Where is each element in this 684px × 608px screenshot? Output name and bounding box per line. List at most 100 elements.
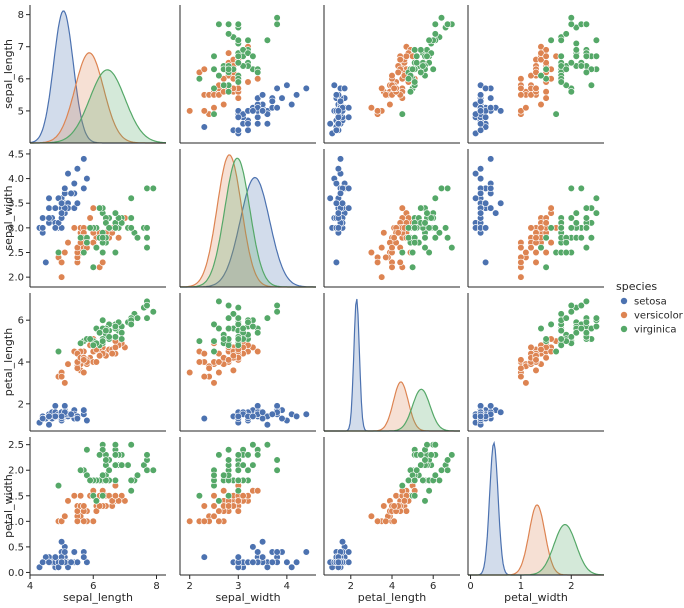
point-virginica-22 — [143, 234, 151, 242]
point-setosa-43 — [338, 199, 347, 207]
point-versicolor-14 — [532, 366, 540, 375]
point-virginica-30 — [133, 314, 142, 322]
point-virginica-46 — [562, 65, 570, 73]
point-setosa-45 — [234, 113, 242, 121]
point-virginica-48 — [417, 68, 425, 76]
point-virginica-39 — [572, 46, 580, 54]
point-setosa-24 — [51, 402, 59, 410]
point-versicolor-48 — [522, 379, 530, 387]
point-setosa-24 — [345, 113, 353, 121]
point-virginica-25 — [127, 214, 135, 222]
point-virginica-46 — [562, 248, 570, 257]
point-setosa-43 — [259, 408, 267, 416]
point-versicolor-49 — [225, 356, 233, 364]
point-virginica-47 — [413, 59, 421, 67]
point-virginica-49 — [86, 224, 94, 232]
point-virginica-17 — [273, 20, 281, 28]
point-virginica-39 — [572, 329, 580, 337]
subplot-petal_width-vs-petal_length: 2 4 6 — [323, 437, 460, 592]
point-virginica-29 — [234, 487, 242, 495]
point-versicolor-43 — [200, 107, 208, 115]
point-virginica-39 — [118, 329, 126, 337]
point-setosa-16 — [70, 179, 78, 188]
y-tick-label: 2 — [18, 399, 24, 410]
point-versicolor-41 — [234, 497, 242, 505]
point-setosa-45 — [51, 553, 59, 561]
point-virginica-17 — [444, 456, 452, 464]
point-virginica-49 — [234, 78, 242, 86]
point-virginica-9 — [263, 441, 272, 449]
point-setosa-43 — [497, 408, 505, 416]
point-virginica-10 — [567, 214, 575, 222]
point-virginica-33 — [542, 65, 550, 73]
point-versicolor-37 — [200, 65, 208, 73]
y-tick-label: 2.0 — [8, 273, 24, 284]
kde-fill-setosa — [324, 299, 460, 431]
point-versicolor-43 — [517, 258, 525, 267]
point-virginica-46 — [99, 337, 107, 345]
point-virginica-45 — [234, 52, 242, 60]
point-setosa-32 — [472, 170, 480, 178]
point-virginica-33 — [411, 492, 419, 500]
kde-fill-setosa — [180, 177, 316, 287]
point-virginica-9 — [127, 194, 135, 202]
point-virginica-34 — [92, 244, 100, 252]
point-setosa-31 — [487, 94, 495, 102]
point-setosa-36 — [477, 91, 485, 99]
point-virginica-49 — [557, 78, 565, 86]
point-versicolor-48 — [522, 248, 530, 257]
point-versicolor-36 — [542, 219, 550, 227]
point-versicolor-49 — [390, 84, 398, 92]
point-versicolor-9 — [386, 100, 394, 109]
point-setosa-15 — [302, 548, 310, 556]
point-versicolor-34 — [70, 224, 78, 232]
point-virginica-43 — [582, 318, 591, 326]
point-virginica-45 — [111, 224, 119, 232]
point-virginica-49 — [86, 476, 94, 485]
point-setosa-42 — [39, 214, 47, 222]
point-versicolor-35 — [254, 75, 262, 83]
point-virginica-46 — [409, 248, 417, 257]
point-versicolor-9 — [64, 360, 72, 368]
point-virginica-19 — [195, 492, 203, 500]
point-versicolor-49 — [225, 502, 233, 510]
point-setosa-43 — [259, 538, 267, 546]
point-virginica-14 — [83, 446, 91, 454]
point-setosa-45 — [482, 113, 490, 121]
point-setosa-15 — [302, 410, 310, 418]
point-versicolor-31 — [73, 364, 81, 372]
point-virginica-32 — [577, 234, 585, 242]
point-versicolor-48 — [522, 104, 530, 112]
point-setosa-24 — [477, 402, 485, 410]
point-virginica-6 — [210, 347, 218, 356]
y-tick-label: 4.0 — [8, 174, 24, 185]
point-setosa-32 — [288, 100, 296, 109]
point-versicolor-29 — [80, 517, 88, 525]
point-virginica-5 — [234, 304, 242, 312]
subplot-petal_length-vs-sepal_width — [179, 293, 316, 432]
point-versicolor-48 — [61, 512, 69, 520]
point-virginica-44 — [111, 441, 119, 449]
point-versicolor-42 — [215, 358, 223, 366]
point-versicolor-10 — [186, 107, 194, 115]
point-virginica-30 — [562, 30, 570, 38]
kde-fill-virginica — [180, 158, 316, 287]
point-virginica-9 — [431, 441, 439, 449]
point-setosa-48 — [268, 410, 276, 418]
point-setosa-37 — [472, 194, 480, 202]
point-virginica-43 — [244, 318, 252, 326]
point-versicolor-33 — [547, 239, 555, 247]
point-virginica-45 — [111, 451, 119, 459]
point-virginica-44 — [111, 322, 119, 331]
legend-title: species — [616, 280, 657, 293]
point-virginica-42 — [220, 471, 228, 479]
subplot-sepal_length-vs-sepal_length: 5 6 7 8 — [18, 5, 167, 144]
point-setosa-24 — [51, 204, 59, 212]
point-virginica-36 — [587, 65, 596, 73]
x-tick-label: 1 — [518, 581, 524, 592]
point-virginica-38 — [404, 224, 413, 232]
point-versicolor-42 — [527, 244, 535, 252]
point-virginica-17 — [577, 301, 585, 310]
legend-marker-versicolor — [620, 311, 628, 319]
point-setosa-47 — [45, 412, 53, 421]
